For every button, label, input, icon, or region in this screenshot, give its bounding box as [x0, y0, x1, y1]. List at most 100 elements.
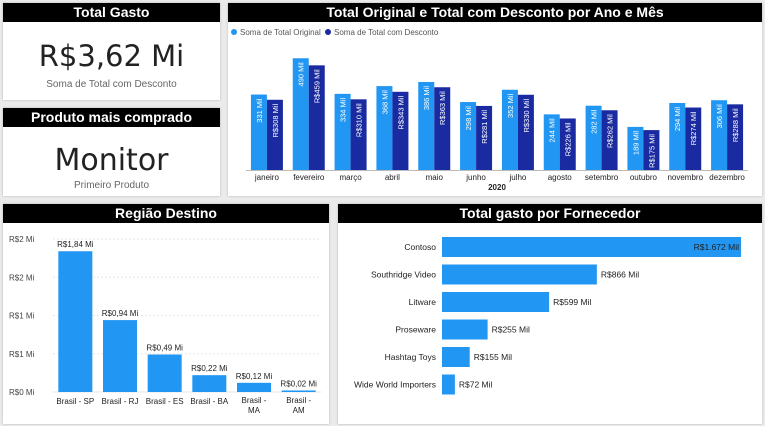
y-tick-label: R$1 Mi [9, 350, 35, 359]
bar-supplier [442, 237, 741, 257]
bar-desconto [392, 91, 409, 170]
data-label-original: 306 Mil [715, 104, 724, 129]
bar-desconto [434, 87, 451, 170]
bar-original [418, 81, 435, 170]
data-label-supplier: R$1.672 Mil [694, 242, 739, 252]
kpi-product-panel: Produto mais comprado Monitor Primeiro P… [3, 108, 220, 196]
bar-desconto [266, 99, 283, 170]
bar-desconto [685, 107, 702, 170]
y-tick-label: Proseware [395, 325, 436, 335]
monthly-chart-title: Total Original e Total com Desconto por … [228, 3, 762, 22]
bar-supplier [442, 264, 597, 285]
legend-marker-original [231, 29, 237, 35]
kpi-total-panel: Total Gasto R$3,62 Mi Soma de Total com … [3, 3, 220, 100]
x-tick-label: novembro [667, 173, 703, 182]
bar-original [501, 89, 518, 170]
x-tick-label: Brasil - ES [146, 397, 184, 406]
data-label-original: 331 Mil [255, 98, 264, 123]
data-label-region: R$1,84 Mi [57, 240, 94, 249]
data-label-original: 294 Mil [673, 107, 682, 132]
bar-original [627, 126, 644, 170]
bar-original [711, 100, 728, 170]
y-tick-label: R$2 Mi [9, 235, 35, 244]
bar-region [58, 251, 93, 392]
kpi-product-label: Primeiro Produto [73, 180, 150, 191]
y-tick-label: R$2 Mi [9, 273, 35, 282]
bar-original [543, 114, 560, 170]
y-tick-label: Southridge Video [371, 270, 436, 280]
x-tick-label: MA [248, 406, 261, 415]
data-label-original: 282 Mil [590, 109, 599, 134]
bar-original [460, 102, 477, 170]
monthly-chart-panel: Total Original e Total com Desconto por … [228, 3, 762, 196]
region-chart-panel: Região Destino R$0 Mi R$1 Mi R$1 Mi R$2 Mi R… [3, 204, 329, 424]
kpi-total-label: Soma de Total com Desconto [46, 79, 177, 90]
data-label-desconto: R$459 Mil [313, 69, 322, 103]
data-label-desconto: R$330 Mil [522, 98, 531, 132]
data-label-supplier: R$599 Mil [553, 297, 591, 307]
x-tick-label: outubro [630, 173, 658, 182]
bar-supplier [442, 292, 550, 312]
data-label-original: 189 Mil [631, 131, 640, 156]
data-label-desconto: R$288 Mil [731, 108, 740, 142]
bar-desconto [308, 65, 325, 170]
y-tick-label: R$1 Mi [9, 312, 35, 321]
bar-region [103, 320, 137, 392]
data-label-supplier: R$72 Mil [459, 380, 493, 390]
data-label-original: 368 Mil [380, 90, 389, 115]
x-tick-label: agosto [548, 173, 573, 182]
bar-supplier [442, 374, 455, 395]
bar-original [292, 58, 309, 170]
y-tick-label: Litware [409, 297, 437, 307]
bar-region [237, 382, 271, 392]
supplier-chart-panel: Total gasto por Fornecedor Contoso R$1.67… [338, 204, 762, 424]
data-label-desconto: R$281 Mil [480, 110, 489, 144]
data-label-supplier: R$866 Mil [601, 270, 639, 280]
bar-desconto [350, 99, 367, 170]
kpi-product-value: Monitor [54, 143, 169, 178]
x-tick-label: abril [385, 173, 400, 182]
legend-label-original: Soma de Total Original [240, 28, 321, 37]
kpi-total-title: Total Gasto [3, 3, 220, 22]
region-chart-title: Região Destino [3, 204, 329, 223]
bar-original [334, 93, 351, 170]
bar-desconto [517, 94, 534, 170]
x-tick-label: junho [465, 173, 486, 182]
bar-region [281, 390, 316, 392]
legend-marker-desconto [325, 29, 331, 35]
supplier-chart-title: Total gasto por Fornecedor [338, 204, 762, 223]
x-tick-label: maio [426, 173, 444, 182]
data-label-region: R$0,02 Mi [280, 379, 317, 388]
bar-desconto [643, 130, 660, 170]
bar-original [250, 94, 267, 170]
y-tick-label: Contoso [404, 242, 436, 252]
monthly-chart: Soma de Total Original Soma de Total com … [231, 28, 748, 192]
x-tick-label: Brasil - [286, 396, 311, 405]
bar-region [192, 375, 227, 392]
data-label-desconto: R$226 Mil [564, 122, 573, 156]
data-label-desconto: R$274 Mil [689, 111, 698, 145]
x-group-label: 2020 [488, 183, 506, 192]
x-tick-label: setembro [585, 173, 619, 182]
x-tick-label: Brasil - BA [190, 397, 228, 406]
x-tick-label: janeiro [254, 173, 280, 182]
data-label-original: 244 Mil [548, 118, 557, 143]
data-label-desconto: R$262 Mil [606, 114, 615, 148]
data-label-desconto: R$308 Mil [271, 103, 280, 137]
bar-original [376, 86, 393, 170]
data-label-region: R$0,12 Mi [236, 372, 273, 381]
region-chart: R$0 Mi R$1 Mi R$1 Mi R$2 Mi R$2 Mi R$1,84 Mi B… [9, 235, 321, 415]
data-label-region: R$0,94 Mi [102, 309, 139, 318]
bar-original [669, 102, 686, 170]
data-label-original: 386 Mil [422, 86, 431, 111]
bar-region [147, 354, 182, 392]
y-tick-label: Hashtag Toys [385, 352, 436, 362]
data-label-original: 298 Mil [464, 106, 473, 131]
data-label-desconto: R$175 Mil [647, 134, 656, 168]
data-label-supplier: R$255 Mil [492, 325, 530, 335]
x-tick-label: Brasil - [242, 396, 267, 405]
legend-label-desconto: Soma de Total com Desconto [334, 28, 439, 37]
data-label-original: 352 Mil [506, 93, 515, 118]
kpi-total-value: R$3,62 Mi [38, 39, 185, 73]
bar-desconto [476, 105, 493, 170]
